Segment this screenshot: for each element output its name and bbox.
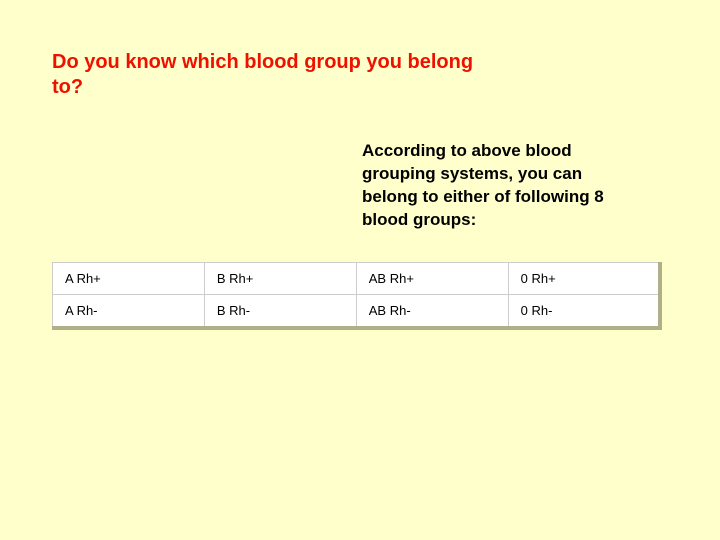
table-cell: A Rh+ [53, 262, 205, 294]
table-cell: B Rh- [204, 294, 356, 328]
table-row: A Rh+ B Rh+ AB Rh+ 0 Rh+ [53, 262, 661, 294]
page-heading: Do you know which blood group you belong… [52, 50, 482, 100]
table-row: A Rh- B Rh- AB Rh- 0 Rh- [53, 294, 661, 328]
table-cell: AB Rh+ [356, 262, 508, 294]
table-cell: B Rh+ [204, 262, 356, 294]
table-cell: 0 Rh+ [508, 262, 660, 294]
page-description: According to above blood grouping system… [362, 140, 642, 232]
table-cell: A Rh- [53, 294, 205, 328]
table-cell: AB Rh- [356, 294, 508, 328]
blood-groups-table: A Rh+ B Rh+ AB Rh+ 0 Rh+ A Rh- B Rh- AB … [52, 262, 662, 330]
table-cell: 0 Rh- [508, 294, 660, 328]
